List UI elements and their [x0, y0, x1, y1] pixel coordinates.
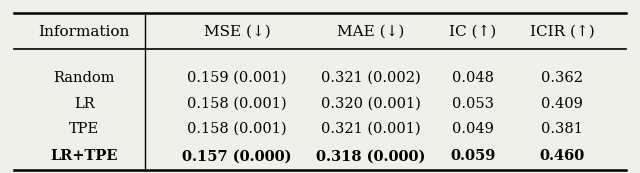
- Text: MSE (↓): MSE (↓): [204, 25, 271, 39]
- Text: 0.318 (0.000): 0.318 (0.000): [316, 149, 426, 163]
- Text: 0.048: 0.048: [452, 71, 494, 85]
- Text: 0.159 (0.001): 0.159 (0.001): [188, 71, 287, 85]
- Text: 0.409: 0.409: [541, 97, 583, 111]
- Text: TPE: TPE: [69, 122, 99, 136]
- Text: 0.381: 0.381: [541, 122, 583, 136]
- Text: 0.460: 0.460: [540, 149, 585, 163]
- Text: LR: LR: [74, 97, 95, 111]
- Text: Random: Random: [54, 71, 115, 85]
- Text: 0.158 (0.001): 0.158 (0.001): [188, 122, 287, 136]
- Text: Information: Information: [38, 25, 130, 39]
- Text: LR+TPE: LR+TPE: [51, 149, 118, 163]
- Text: 0.049: 0.049: [452, 122, 494, 136]
- Text: 0.053: 0.053: [452, 97, 494, 111]
- Text: 0.362: 0.362: [541, 71, 583, 85]
- Text: MAE (↓): MAE (↓): [337, 25, 404, 39]
- Text: ICIR (↑): ICIR (↑): [530, 25, 595, 39]
- Text: IC (↑): IC (↑): [449, 25, 497, 39]
- Text: 0.157 (0.000): 0.157 (0.000): [182, 149, 292, 163]
- Text: 0.059: 0.059: [451, 149, 495, 163]
- Text: 0.321 (0.001): 0.321 (0.001): [321, 122, 420, 136]
- Text: 0.158 (0.001): 0.158 (0.001): [188, 97, 287, 111]
- Text: 0.321 (0.002): 0.321 (0.002): [321, 71, 421, 85]
- Text: 0.320 (0.001): 0.320 (0.001): [321, 97, 421, 111]
